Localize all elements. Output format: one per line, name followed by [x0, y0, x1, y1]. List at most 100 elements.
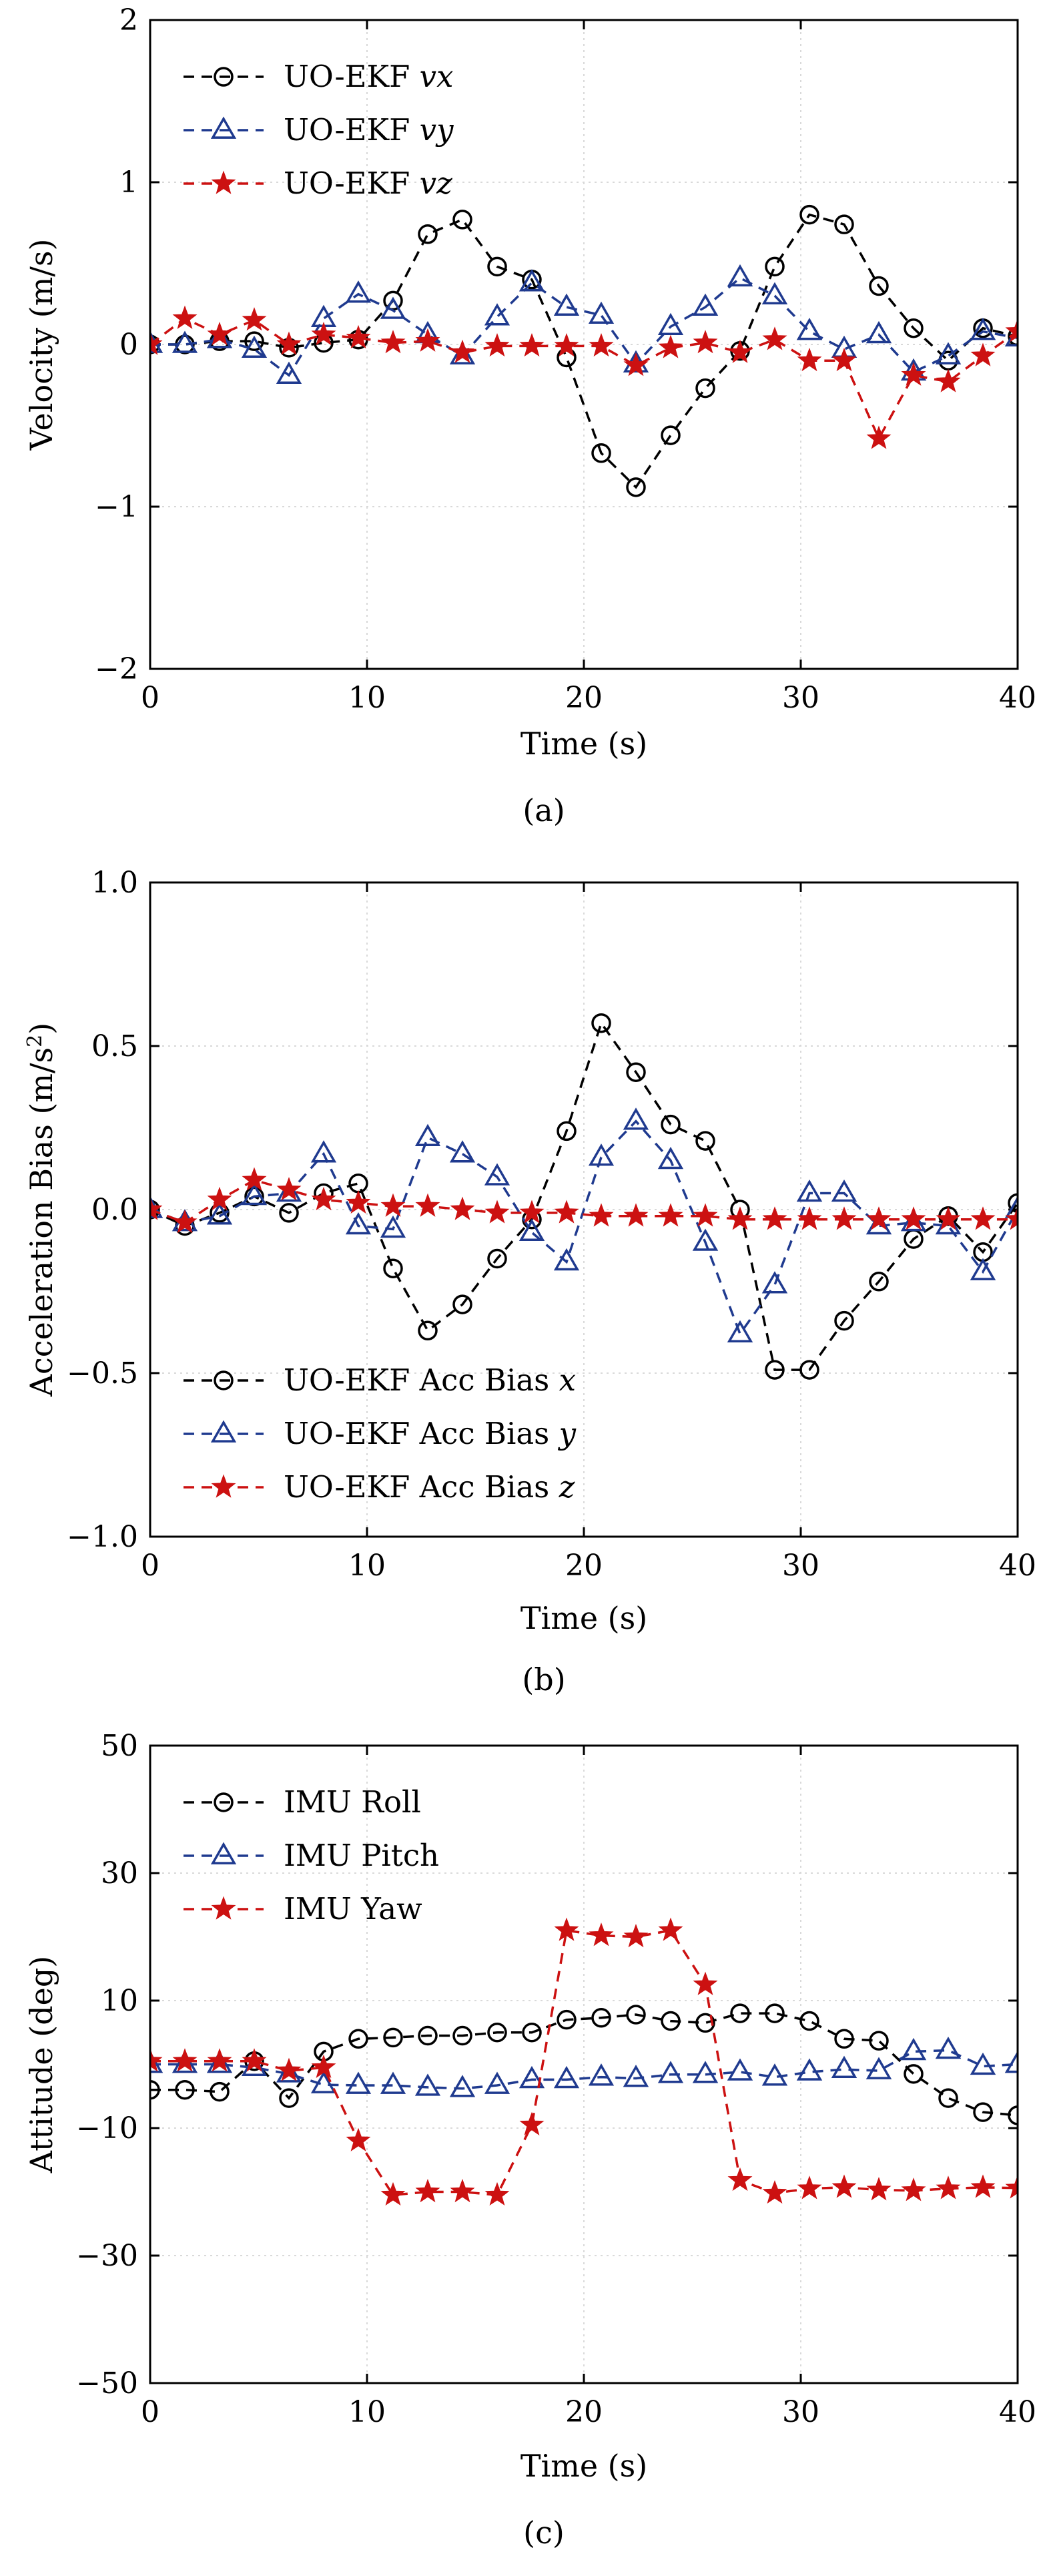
data-point: [449, 1140, 476, 1163]
legend-label: IMU Yaw: [284, 1891, 422, 1926]
legend-marker: [210, 1842, 237, 1864]
data-point: [623, 1924, 649, 1948]
data-point: [797, 2175, 822, 2200]
y-axis-label-end: ): [23, 1023, 59, 1035]
data-point: [869, 1272, 889, 1292]
legend-label-var: vz: [420, 166, 452, 201]
legend-entry: UO-EKF Acc Bias y: [284, 1416, 577, 1451]
data-point: [834, 2029, 854, 2049]
data-point: [150, 1196, 163, 1220]
data-point: [799, 1360, 819, 1380]
data-point: [345, 280, 372, 303]
data-point: [206, 1202, 233, 1225]
y-tick-label: −1.0: [67, 1520, 138, 1554]
x-tick-label: 10: [348, 681, 386, 715]
data-point: [310, 1140, 337, 1163]
data-point: [727, 264, 753, 287]
data-point: [1005, 318, 1018, 342]
y-axis-label: Velocity (m/s): [23, 239, 59, 451]
series-line-1: [150, 2012, 1018, 2117]
legend-label-var: z: [559, 1469, 575, 1505]
data-point: [695, 2013, 715, 2033]
chart-panel-1: 0 10 20 30 40 −2 −1 0 1 2 Time (s) Velocity (m/s) (a…: [23, 3, 1036, 828]
x-tick-label: 0: [141, 1549, 159, 1583]
data-point: [1008, 2105, 1018, 2125]
data-point: [380, 2181, 406, 2206]
y-tick-label: 10: [101, 1984, 138, 2018]
data-point: [796, 1180, 823, 1202]
x-axis-label: Time (s): [520, 726, 647, 762]
data-point: [279, 2088, 299, 2108]
y-axis-label-main: Acceleration Bias (m/s: [23, 1047, 59, 1397]
x-tick-label: 0: [141, 681, 159, 715]
data-point: [518, 269, 545, 292]
data-point: [626, 1062, 646, 1082]
data-point: [553, 1248, 580, 1271]
data-point: [661, 425, 681, 445]
data-point: [449, 2075, 476, 2097]
x-tick-label: 0: [141, 2395, 159, 2429]
plot-frame: [149, 19, 1019, 670]
legend-entry: IMU Yaw: [284, 1891, 422, 1926]
legend-label-var: x: [559, 1362, 576, 1398]
series-group: [150, 1013, 1018, 1380]
data-point: [519, 332, 545, 357]
data-point: [484, 1163, 510, 1186]
data-point: [900, 2037, 927, 2061]
data-point: [241, 335, 268, 358]
legend-entry: UO-EKF Acc Bias z: [284, 1469, 575, 1505]
data-point: [1004, 2050, 1018, 2073]
data-point: [487, 256, 507, 277]
data-point: [658, 1917, 683, 1941]
data-point: [380, 1215, 406, 1238]
data-point: [970, 1206, 996, 1230]
data-point: [522, 2023, 542, 2043]
data-point: [487, 1248, 507, 1269]
data-point: [276, 2057, 302, 2081]
data-point: [591, 443, 611, 463]
data-point: [150, 2048, 163, 2072]
data-point: [765, 1360, 785, 1380]
data-point: [150, 1200, 160, 1220]
data-point: [623, 1107, 649, 1130]
data-point: [762, 326, 787, 350]
legend-entry: IMU Roll: [284, 1784, 421, 1820]
data-point: [692, 293, 719, 316]
legend-marker: [211, 170, 236, 194]
data-point: [150, 331, 163, 355]
data-point: [762, 1206, 787, 1230]
data-point: [765, 256, 785, 277]
data-point: [658, 334, 683, 358]
data-point: [693, 1971, 718, 1995]
data-point: [244, 1186, 264, 1207]
data-point: [207, 1186, 232, 1211]
data-point: [661, 1114, 681, 1135]
data-point: [380, 330, 406, 354]
legend-label: UO-EKF: [284, 59, 420, 94]
data-point: [727, 2167, 753, 2192]
y-tick-label: −50: [76, 2366, 138, 2400]
data-point: [657, 312, 684, 336]
y-tick-label: −1: [95, 490, 138, 524]
data-point: [588, 1143, 615, 1166]
data-point: [484, 2071, 510, 2094]
x-axis-label: Time (s): [520, 2448, 647, 2484]
data-point: [866, 1206, 892, 1230]
legend: IMU Roll IMU Pitch IMU Yaw: [184, 1784, 439, 1926]
data-point: [452, 1294, 472, 1314]
data-point: [311, 1186, 336, 1211]
data-point: [175, 2079, 195, 2100]
data-point: [450, 2179, 475, 2203]
data-point: [383, 1258, 403, 1278]
y-tick-label: 2: [119, 3, 138, 37]
data-point: [345, 1212, 372, 1235]
y-tick-label: −2: [95, 652, 138, 686]
data-point: [519, 2111, 545, 2135]
data-point: [553, 293, 580, 316]
data-point: [623, 2064, 649, 2087]
plot-frame: [149, 1744, 1019, 2384]
legend-marker: [211, 1896, 236, 1920]
data-point: [693, 1203, 718, 1227]
data-point: [383, 2027, 403, 2048]
data-point: [901, 2177, 926, 2202]
